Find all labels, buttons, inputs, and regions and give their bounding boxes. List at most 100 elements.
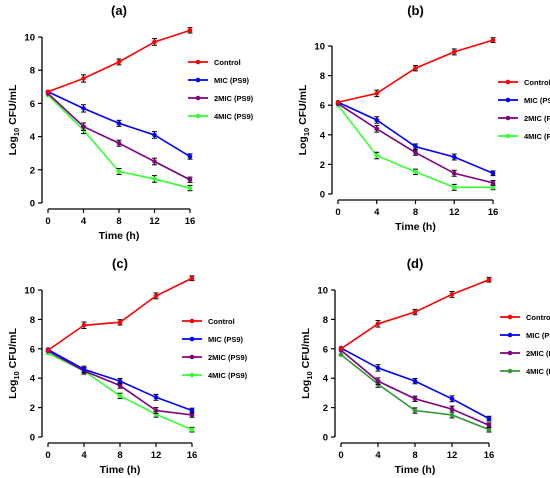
data-point-2mic-ps9: [486, 422, 492, 428]
legend-marker-control: [195, 59, 201, 65]
data-point-control: [117, 320, 123, 325]
legend-marker-4mic-ps9: [189, 372, 195, 378]
legend-label-4mic-ps9: 4MIC (PS9): [524, 132, 550, 141]
data-point-mic-ps9: [449, 396, 455, 402]
data-point-4mic-ps9: [451, 185, 457, 190]
legend-label-2mic-ps9: 2MIC (PS9): [208, 353, 248, 362]
data-point-mic-ps9: [490, 170, 496, 176]
x-tick-label: 0: [338, 450, 343, 461]
y-axis-title: Log10 CFU/mL: [7, 84, 21, 155]
legend-label-4mic-ps9: 4MIC (PS9): [208, 371, 248, 380]
x-axis-title: Time (h): [395, 464, 436, 476]
x-tick-label: 16: [185, 216, 196, 227]
y-axis-title-main: Log: [297, 136, 309, 155]
x-tick-label: 8: [412, 450, 417, 461]
data-point-2mic-ps9: [81, 124, 86, 129]
legend-marker-control: [189, 318, 195, 324]
data-point-control: [375, 321, 381, 327]
y-tick-label: 4: [30, 132, 36, 143]
panel-label: (c): [112, 256, 128, 271]
series-line-control: [47, 277, 193, 351]
data-point-mic-ps9: [412, 378, 418, 384]
legend-label-control: Control: [214, 58, 241, 67]
data-point-2mic-ps9: [153, 408, 159, 413]
legend-marker-mic-ps9: [507, 332, 513, 338]
y-tick-label: 2: [323, 403, 328, 414]
data-point-4mic-ps9: [189, 427, 195, 432]
data-point-control: [451, 49, 457, 55]
data-point-mic-ps9: [152, 132, 157, 138]
y-tick-label: 0: [323, 433, 328, 444]
y-tick-label: 6: [30, 99, 35, 110]
x-axis-title: Time (h): [100, 464, 141, 476]
data-point-4mic-ps9: [490, 185, 496, 190]
legend-label-2mic-ps9: 2MIC (PS9): [526, 349, 550, 358]
y-tick-label: 6: [30, 344, 35, 355]
y-tick-label: 0: [320, 190, 325, 201]
y-axis-title: Log10 CFU/mL: [300, 328, 314, 399]
y-tick-label: 2: [30, 403, 35, 414]
data-point-mic-ps9: [375, 365, 381, 371]
data-point-mic-ps9: [189, 408, 195, 413]
x-tick-label: 4: [374, 207, 380, 218]
data-point-control: [152, 39, 157, 45]
x-tick-label: 12: [449, 207, 460, 218]
data-point-mic-ps9: [116, 121, 122, 126]
y-axis-title-main: Log: [7, 136, 19, 155]
x-tick-label: 8: [413, 207, 418, 218]
legend-marker-2mic-ps9: [507, 350, 513, 356]
series-line-4mic-ps9: [340, 354, 490, 431]
x-tick-label: 12: [151, 450, 162, 461]
x-tick-label: 0: [45, 450, 50, 461]
legend-label-mic-ps9: MIC (PS9): [524, 96, 550, 105]
x-tick-label: 8: [116, 216, 121, 227]
legend-marker-2mic-ps9: [189, 354, 195, 360]
y-tick-label: 10: [24, 33, 35, 44]
panel-label: (b): [407, 3, 424, 18]
series-line-2mic-ps9: [340, 349, 490, 426]
data-point-4mic-ps9: [338, 352, 344, 357]
y-axis-title-main: Log: [7, 380, 19, 399]
data-point-mic-ps9: [486, 416, 492, 421]
data-point-4mic-ps9: [374, 153, 380, 158]
x-tick-label: 12: [447, 450, 458, 461]
data-point-control: [374, 91, 380, 96]
y-tick-label: 8: [30, 66, 35, 77]
data-point-control: [81, 322, 87, 328]
y-axis-title-subscript: 10: [12, 371, 21, 379]
y-axis-title-main: Log: [300, 380, 312, 399]
data-point-mic-ps9: [81, 367, 87, 372]
data-point-2mic-ps9: [116, 140, 122, 146]
y-axis-title: Log10 CFU/mL: [7, 328, 21, 399]
legend-label-control: Control: [526, 313, 550, 322]
x-tick-label: 4: [375, 450, 381, 461]
y-axis-title-unit: CFU/mL: [7, 84, 19, 128]
y-axis-title-subscript: 10: [12, 128, 21, 136]
y-axis-title-unit: CFU/mL: [300, 328, 312, 372]
legend-marker-control: [505, 79, 511, 85]
y-tick-label: 4: [323, 374, 329, 385]
data-point-control: [45, 89, 51, 95]
data-point-2mic-ps9: [374, 126, 380, 132]
data-point-mic-ps9: [81, 106, 86, 111]
data-point-4mic-ps9: [486, 427, 492, 432]
legend-marker-4mic-ps9: [505, 133, 511, 139]
data-point-4mic-ps9: [412, 408, 418, 413]
y-tick-label: 8: [30, 315, 35, 326]
data-point-mic-ps9: [117, 378, 123, 384]
data-point-4mic-ps9: [116, 169, 122, 174]
data-point-control: [338, 346, 344, 352]
x-axis-title: Time (h): [99, 230, 140, 242]
legend-marker-mic-ps9: [189, 336, 195, 342]
y-tick-label: 6: [320, 101, 325, 112]
data-point-control: [449, 292, 455, 297]
legend-label-control: Control: [208, 317, 235, 326]
data-point-mic-ps9: [413, 144, 418, 149]
legend-marker-mic-ps9: [195, 77, 201, 83]
y-tick-label: 2: [30, 165, 35, 176]
y-axis-title-unit: CFU/mL: [7, 328, 19, 372]
